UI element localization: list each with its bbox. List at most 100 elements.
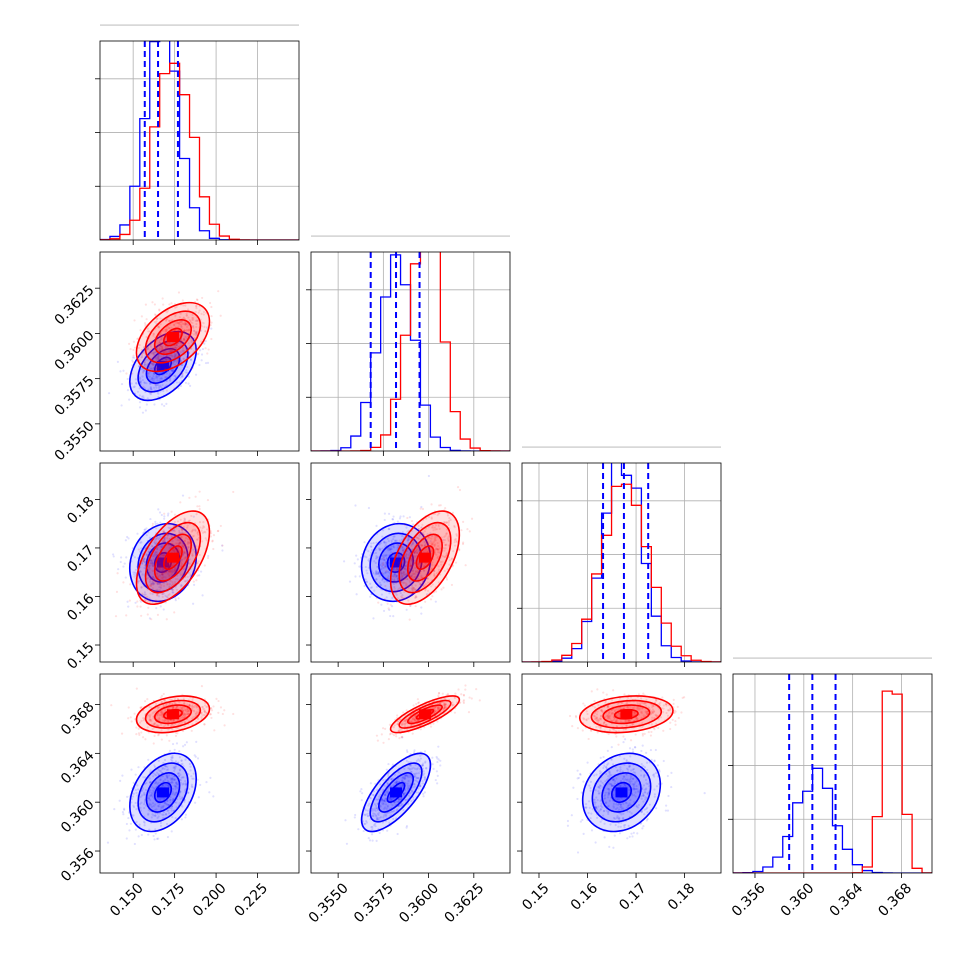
scatter-point xyxy=(194,529,197,532)
scatter-point xyxy=(414,549,417,552)
scatter-point xyxy=(391,551,395,555)
scatter-point xyxy=(359,790,362,793)
scatter-point xyxy=(176,351,179,354)
scatter-point xyxy=(383,799,386,802)
scatter-point xyxy=(453,524,456,528)
scatter-point xyxy=(395,568,398,572)
scatter-point xyxy=(155,723,158,727)
scatter-point xyxy=(384,554,387,558)
scatter-point xyxy=(164,358,168,361)
scatter-point xyxy=(183,329,186,332)
scatter-point xyxy=(179,541,182,544)
scatter-point xyxy=(438,551,441,554)
scatter-point xyxy=(166,537,169,540)
density-contour xyxy=(153,704,193,725)
scatter-point xyxy=(145,335,148,339)
scatter-point xyxy=(183,702,186,705)
scatter-point xyxy=(385,596,388,599)
scatter-point xyxy=(394,733,398,736)
density-contour xyxy=(129,330,197,402)
scatter-point xyxy=(397,544,400,547)
scatter-point xyxy=(173,550,176,553)
scatter-point xyxy=(417,570,420,573)
scatter-point xyxy=(160,377,163,380)
scatter-point xyxy=(170,758,173,761)
scatter-point xyxy=(455,539,458,542)
scatter-point xyxy=(128,599,131,602)
scatter-point xyxy=(200,353,204,356)
scatter-point xyxy=(184,789,187,792)
scatter-point xyxy=(180,359,183,363)
scatter-point xyxy=(158,347,161,350)
scatter-point xyxy=(160,334,163,337)
scatter-point xyxy=(412,588,415,591)
scatter-point xyxy=(176,783,179,786)
density-contour xyxy=(135,695,211,734)
scatter-point xyxy=(154,383,157,387)
density-contour xyxy=(145,542,181,583)
scatter-point xyxy=(155,356,158,359)
scatter-point xyxy=(156,376,159,379)
scatter-point xyxy=(170,369,174,373)
scatter-point xyxy=(423,530,426,533)
scatter-point xyxy=(142,395,145,398)
scatter-point xyxy=(369,545,372,548)
scatter-point xyxy=(137,581,140,584)
scatter-point xyxy=(160,738,163,741)
scatter-point xyxy=(455,533,458,536)
scatter-point xyxy=(162,303,165,306)
scatter-point xyxy=(413,551,417,554)
scatter-point xyxy=(179,321,182,324)
scatter-point xyxy=(188,704,191,707)
scatter-point xyxy=(158,558,161,562)
scatter-point xyxy=(420,544,423,547)
scatter-point xyxy=(172,775,176,778)
scatter-point xyxy=(159,345,162,348)
scatter-point xyxy=(372,794,375,797)
scatter-point xyxy=(129,583,132,586)
scatter-point xyxy=(419,575,423,578)
scatter-point xyxy=(164,357,167,361)
scatter-point xyxy=(162,692,165,696)
scatter-point xyxy=(162,582,165,585)
scatter-point xyxy=(180,325,183,328)
density-contour xyxy=(135,510,211,606)
scatter-point xyxy=(388,548,392,551)
scatter-point xyxy=(423,750,427,753)
scatter-point xyxy=(412,572,415,575)
scatter-point xyxy=(132,573,136,576)
scatter-point xyxy=(430,516,433,519)
scatter-point xyxy=(437,545,440,548)
scatter-point xyxy=(150,388,153,392)
scatter-point xyxy=(157,768,160,771)
scatter-point xyxy=(397,545,400,548)
scatter-point xyxy=(393,590,396,593)
scatter-point xyxy=(154,581,158,584)
scatter-point xyxy=(387,811,390,814)
scatter-point xyxy=(160,796,163,800)
scatter-point xyxy=(378,581,382,584)
scatter-point xyxy=(426,593,429,596)
scatter-point xyxy=(189,384,192,387)
scatter-point xyxy=(156,594,159,597)
scatter-point xyxy=(417,758,420,761)
scatter-point xyxy=(376,565,379,568)
scatter-point xyxy=(138,343,141,347)
scatter-point xyxy=(384,561,388,564)
scatter-point xyxy=(151,377,154,380)
scatter-point xyxy=(184,816,187,819)
scatter-point xyxy=(166,779,169,782)
scatter-point xyxy=(155,541,158,544)
scatter-point xyxy=(420,562,423,565)
scatter-point xyxy=(393,773,397,776)
scatter-point xyxy=(164,319,168,322)
scatter-point xyxy=(174,785,177,788)
scatter-point xyxy=(180,325,183,328)
scatter-point xyxy=(377,798,380,801)
scatter-point xyxy=(157,356,160,359)
scatter-point xyxy=(154,814,157,818)
scatter-point xyxy=(136,600,139,603)
density-contour xyxy=(153,319,193,356)
scatter-point xyxy=(187,382,190,385)
scatter-point xyxy=(444,547,447,550)
